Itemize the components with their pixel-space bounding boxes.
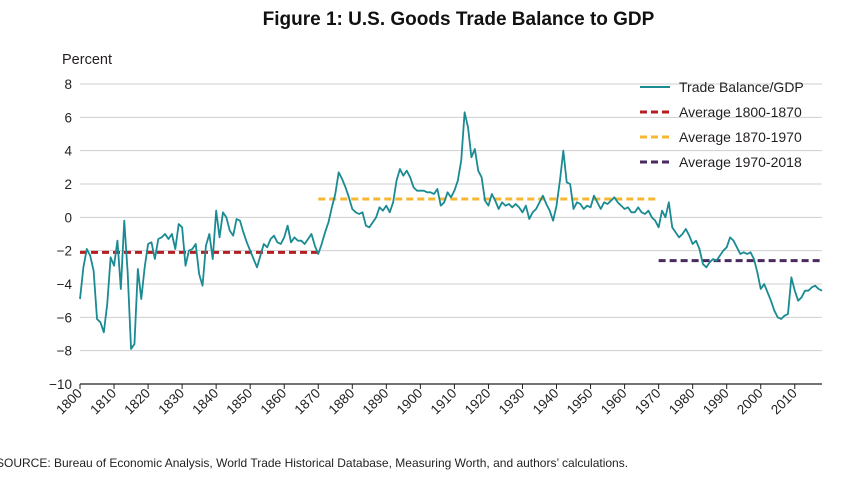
- x-tick-label: 1850: [223, 386, 255, 418]
- y-tick-label: −8: [57, 344, 72, 359]
- x-tick-label: 1930: [496, 386, 528, 418]
- x-tick-label: 1840: [189, 386, 221, 418]
- legend-label: Average 1800-1870: [679, 104, 802, 120]
- x-tick-label: 1900: [394, 386, 426, 418]
- chart-title: Figure 1: U.S. Goods Trade Balance to GD…: [262, 9, 655, 30]
- gridlines: [80, 83, 822, 385]
- y-axis-ticks: 8 6 4 2 0 −2 −4 −6 −8 −10: [49, 77, 72, 392]
- y-axis-label: Percent: [62, 52, 112, 68]
- series-line-trade-balance: [79, 111, 823, 350]
- x-tick-label: 2010: [768, 386, 800, 418]
- x-tick-label: 1910: [428, 386, 460, 418]
- x-tick-label: 1870: [292, 386, 324, 418]
- x-tick-label: 1890: [360, 386, 392, 418]
- x-tick-label: 1880: [326, 386, 358, 418]
- x-tick-label: 1950: [564, 386, 596, 418]
- y-tick-label: 4: [64, 144, 72, 159]
- x-tick-label: 1810: [87, 386, 119, 418]
- legend-label: Trade Balance/GDP: [679, 79, 804, 95]
- x-tick-label: 1990: [700, 386, 732, 418]
- legend-label: Average 1970-2018: [679, 154, 802, 170]
- x-tick-label: 1980: [666, 386, 698, 418]
- x-tick-label: 1860: [257, 386, 289, 418]
- y-tick-label: 6: [64, 110, 72, 125]
- x-axis-ticks: 1800 1810 1820 1830 1840 1850 1860 1870 1880 1890…: [53, 384, 800, 417]
- y-tick-label: 2: [64, 177, 72, 192]
- y-tick-label: −10: [49, 377, 72, 392]
- x-tick-label: 1920: [462, 386, 494, 418]
- y-tick-label: −6: [57, 310, 72, 325]
- y-tick-label: −4: [57, 277, 73, 292]
- x-tick-label: 1940: [530, 386, 562, 418]
- legend-label: Average 1870-1970: [679, 129, 802, 145]
- y-tick-label: 8: [64, 77, 72, 92]
- legend: Trade Balance/GDP Average 1800-1870 Averag…: [640, 79, 804, 170]
- x-tick-label: 1960: [598, 386, 630, 418]
- series-group: [79, 111, 823, 350]
- x-tick-label: 1820: [121, 386, 153, 418]
- y-tick-label: −2: [57, 244, 72, 259]
- y-tick-label: 0: [64, 210, 72, 225]
- source-note: SOURCE: Bureau of Economic Analysis, Wor…: [0, 456, 629, 470]
- x-tick-label: 2000: [734, 386, 766, 418]
- x-tick-label: 1970: [632, 386, 664, 418]
- x-tick-label: 1830: [155, 386, 187, 418]
